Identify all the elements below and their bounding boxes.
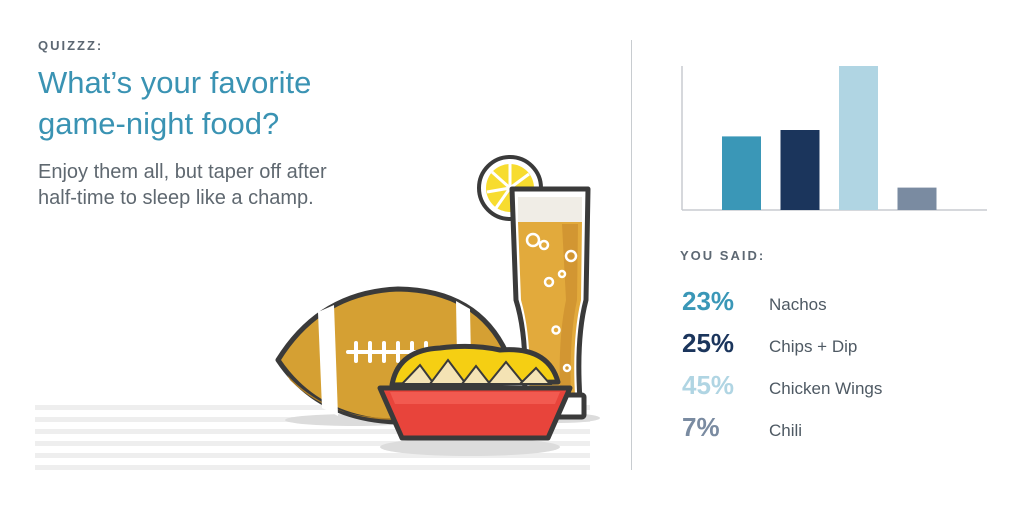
- page-subtitle: Enjoy them all, but taper off after half…: [38, 161, 327, 209]
- vertical-divider: [631, 40, 632, 470]
- chicken-wings-percent: 45%: [682, 370, 735, 400]
- legend-item-nachos: 23% Nachos: [682, 285, 982, 327]
- results-legend: 23% Nachos 25% Chips + Dip 45% Chicken W…: [682, 285, 982, 453]
- legend-item-chicken-wings: 45% Chicken Wings: [682, 369, 982, 411]
- chili-percent: 7%: [682, 412, 720, 442]
- results-bar-chart: [681, 66, 987, 211]
- nachos-label: Nachos: [769, 295, 827, 314]
- results-label: YOU SAID:: [680, 248, 766, 263]
- quiz-kicker: QUIZZZ:: [38, 38, 104, 53]
- game-night-illustration: [35, 155, 600, 470]
- chili-label: Chili: [769, 421, 803, 440]
- chicken-wings-label: Chicken Wings: [769, 379, 883, 398]
- legend-item-chips-dip: 25% Chips + Dip: [682, 327, 982, 369]
- chips-dip-percent: 25%: [682, 328, 735, 358]
- bar-nachos: [722, 136, 761, 210]
- nachos-percent: 23%: [682, 286, 735, 316]
- legend-item-chili: 7% Chili: [682, 411, 982, 453]
- nacho-bowl-icon: [377, 343, 573, 441]
- chips-dip-label: Chips + Dip: [769, 337, 858, 356]
- bar-chicken-wings: [839, 66, 878, 210]
- bar-chili: [897, 187, 937, 210]
- bar-chips-dip: [780, 130, 820, 210]
- page-title: What’s your favorite game-night food?: [38, 65, 312, 141]
